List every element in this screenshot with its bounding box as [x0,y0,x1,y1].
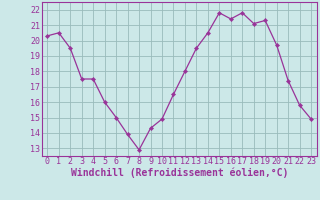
X-axis label: Windchill (Refroidissement éolien,°C): Windchill (Refroidissement éolien,°C) [70,168,288,178]
